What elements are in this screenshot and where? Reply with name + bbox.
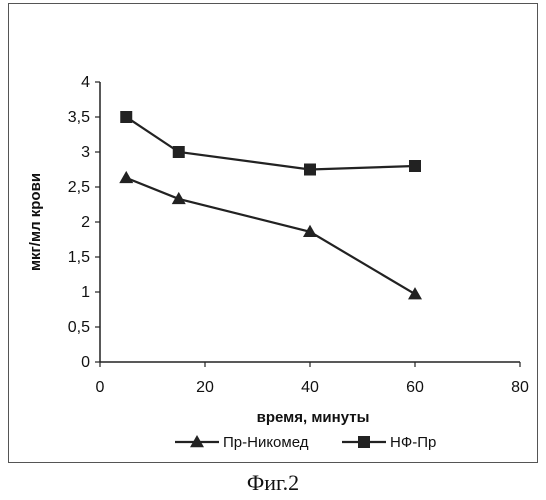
series-nf-pr <box>120 111 421 176</box>
x-axis-title: время, минуты <box>257 409 370 426</box>
triangle-point <box>408 287 422 299</box>
axis-ticks: 00,511,522,533,54020406080 <box>68 74 529 396</box>
y-tick-label: 3 <box>81 144 90 161</box>
series-line <box>126 117 415 170</box>
figure-caption: Фиг.2 <box>0 470 546 496</box>
square-point <box>173 146 185 158</box>
x-tick-label: 0 <box>96 379 105 396</box>
x-tick-label: 40 <box>301 379 319 396</box>
legend-label: НФ-Пр <box>390 434 436 451</box>
chart-axes <box>100 82 520 362</box>
series-line <box>126 178 415 294</box>
square-point <box>304 164 316 176</box>
y-tick-label: 0 <box>81 354 90 371</box>
y-tick-label: 0,5 <box>68 319 90 336</box>
series-layer <box>119 111 422 299</box>
y-tick-label: 1,5 <box>68 249 90 266</box>
y-tick-label: 2,5 <box>68 179 90 196</box>
legend: Пр-Никомед НФ-Пр <box>175 434 436 451</box>
series-pr-nikomed <box>119 171 422 299</box>
x-tick-label: 80 <box>511 379 529 396</box>
legend-label: Пр-Никомед <box>223 434 309 451</box>
x-tick-label: 60 <box>406 379 424 396</box>
y-axis-title: мкг/мл крови <box>27 173 44 271</box>
y-tick-label: 2 <box>81 214 90 231</box>
square-point <box>409 160 421 172</box>
y-tick-label: 1 <box>81 284 90 301</box>
legend-square-marker <box>358 436 370 448</box>
triangle-point <box>119 171 133 183</box>
y-tick-label: 3,5 <box>68 109 90 126</box>
x-tick-label: 20 <box>196 379 214 396</box>
y-tick-label: 4 <box>81 74 90 91</box>
square-point <box>120 111 132 123</box>
